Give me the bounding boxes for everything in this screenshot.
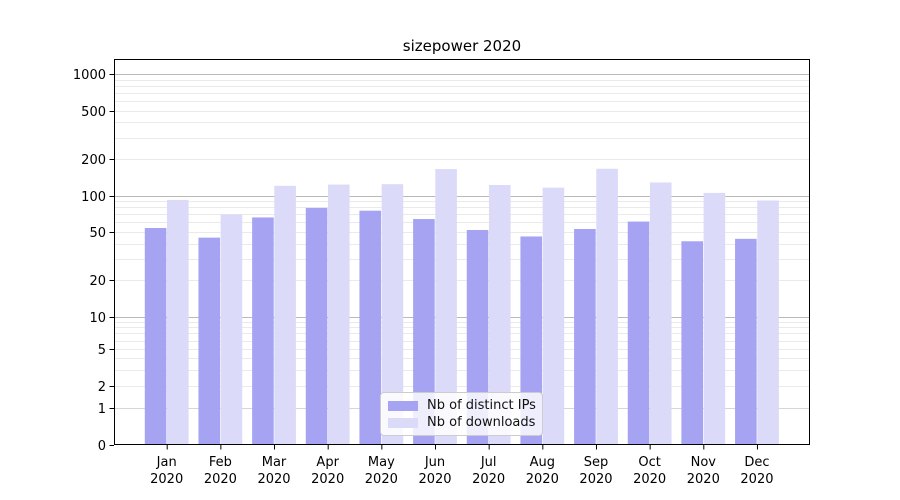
bar-nb-of-downloads-jun-2020 bbox=[435, 169, 457, 446]
legend-item-downloads: Nb of downloads bbox=[388, 414, 536, 431]
x-tick-label-jan-2020: Jan bbox=[156, 455, 177, 470]
bar-nb-of-downloads-mar-2020 bbox=[274, 185, 296, 445]
x-tick-label-year-may-2020: 2020 bbox=[365, 472, 398, 487]
bar-nb-of-distinct-ips-feb-2020 bbox=[198, 237, 221, 445]
bar-nb-of-downloads-may-2020 bbox=[381, 184, 404, 445]
bar-nb-of-downloads-dec-2020 bbox=[757, 200, 779, 445]
bar-nb-of-distinct-ips-may-2020 bbox=[359, 210, 382, 445]
y-tick-label-20: 20 bbox=[89, 274, 106, 289]
x-tick-label-may-2020: May bbox=[368, 455, 395, 470]
bar-nb-of-downloads-jan-2020 bbox=[167, 199, 189, 445]
y-tick-label-1000: 1000 bbox=[73, 68, 106, 83]
bar-nb-of-downloads-jul-2020 bbox=[488, 185, 511, 446]
bar-nb-of-downloads-oct-2020 bbox=[649, 182, 672, 445]
x-tick-label-aug-2020: Aug bbox=[530, 455, 555, 470]
y-tick-label-50: 50 bbox=[89, 226, 106, 241]
bar-nb-of-downloads-nov-2020 bbox=[703, 192, 726, 445]
x-tick-label-year-nov-2020: 2020 bbox=[687, 472, 720, 487]
bar-nb-of-distinct-ips-mar-2020 bbox=[252, 217, 274, 445]
bar-nb-of-downloads-feb-2020 bbox=[220, 214, 243, 445]
x-tick-label-mar-2020: Mar bbox=[262, 455, 287, 470]
bar-nb-of-downloads-apr-2020 bbox=[327, 184, 350, 445]
bar-nb-of-distinct-ips-apr-2020 bbox=[305, 207, 328, 445]
bar-nb-of-downloads-aug-2020 bbox=[542, 187, 565, 446]
x-tick-label-oct-2020: Oct bbox=[638, 455, 660, 470]
y-tick-label-500: 500 bbox=[81, 105, 106, 120]
y-tick-label-100: 100 bbox=[81, 190, 106, 205]
x-tick-label-feb-2020: Feb bbox=[209, 455, 232, 470]
x-tick-label-apr-2020: Apr bbox=[316, 455, 339, 470]
plot-border bbox=[114, 59, 810, 445]
legend-label-downloads: Nb of downloads bbox=[427, 415, 536, 430]
bar-nb-of-distinct-ips-oct-2020 bbox=[627, 221, 650, 445]
x-tick-label-sep-2020: Sep bbox=[584, 455, 609, 470]
bar-nb-of-distinct-ips-jan-2020 bbox=[144, 228, 167, 445]
legend-swatch-downloads bbox=[388, 417, 418, 428]
legend-label-distinct-ips: Nb of distinct IPs bbox=[427, 398, 536, 413]
y-tick-label-1: 1 bbox=[98, 402, 106, 417]
bar-nb-of-distinct-ips-jun-2020 bbox=[413, 219, 435, 445]
y-tick-label-2: 2 bbox=[98, 380, 106, 395]
x-tick-label-year-dec-2020: 2020 bbox=[740, 472, 773, 487]
bar-nb-of-distinct-ips-jul-2020 bbox=[466, 230, 489, 445]
x-tick-label-year-mar-2020: 2020 bbox=[257, 472, 290, 487]
chart-title: sizepower 2020 bbox=[402, 37, 522, 55]
x-tick-label-year-jun-2020: 2020 bbox=[418, 472, 451, 487]
legend-item-distinct-ips: Nb of distinct IPs bbox=[388, 397, 536, 414]
x-tick-label-nov-2020: Nov bbox=[691, 455, 717, 470]
x-tick-label-jul-2020: Jul bbox=[480, 455, 497, 470]
x-tick-label-year-jul-2020: 2020 bbox=[472, 472, 505, 487]
x-tick-label-year-jan-2020: 2020 bbox=[150, 472, 183, 487]
x-tick-label-year-aug-2020: 2020 bbox=[526, 472, 559, 487]
x-tick-label-year-feb-2020: 2020 bbox=[204, 472, 237, 487]
x-tick-label-year-oct-2020: 2020 bbox=[633, 472, 666, 487]
bar-nb-of-distinct-ips-sep-2020 bbox=[574, 229, 596, 445]
x-tick-label-jun-2020: Jun bbox=[424, 455, 445, 470]
bar-nb-of-distinct-ips-nov-2020 bbox=[681, 241, 703, 445]
y-tick-label-200: 200 bbox=[81, 153, 106, 168]
x-tick-label-year-sep-2020: 2020 bbox=[579, 472, 612, 487]
y-tick-label-0: 0 bbox=[98, 439, 106, 454]
bar-nb-of-downloads-sep-2020 bbox=[596, 168, 618, 445]
x-tick-label-year-apr-2020: 2020 bbox=[311, 472, 344, 487]
bar-nb-of-distinct-ips-dec-2020 bbox=[735, 238, 757, 445]
legend-swatch-distinct-ips bbox=[388, 400, 418, 411]
y-tick-label-10: 10 bbox=[89, 311, 106, 326]
y-tick-label-5: 5 bbox=[98, 343, 106, 358]
legend: Nb of distinct IPs Nb of downloads bbox=[380, 392, 543, 436]
x-tick-label-dec-2020: Dec bbox=[744, 455, 769, 470]
